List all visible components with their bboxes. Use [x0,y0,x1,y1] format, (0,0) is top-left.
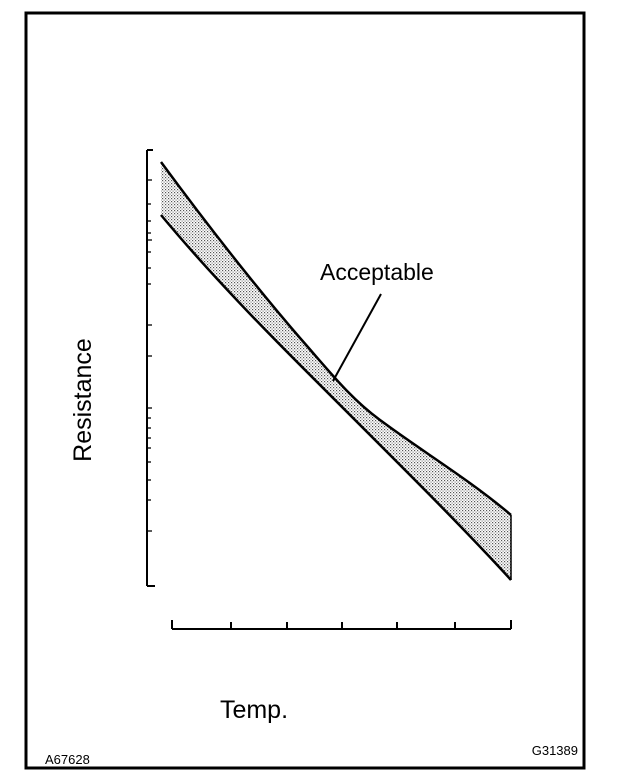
figure-id-right: G31389 [532,743,578,758]
y-axis-label: Resistance [69,338,97,462]
x-axis-label: Temp. [220,696,288,724]
y-axis-ticks [147,179,152,532]
frame [24,11,586,770]
figure-id-left: A67628 [45,752,90,767]
acceptable-band [161,162,511,580]
y-axis [146,149,155,587]
band-label: Acceptable [320,259,434,285]
x-axis [171,620,512,630]
upper-limit-curve [159,161,512,516]
leader-line [332,293,382,382]
lower-limit-curve [160,214,512,581]
